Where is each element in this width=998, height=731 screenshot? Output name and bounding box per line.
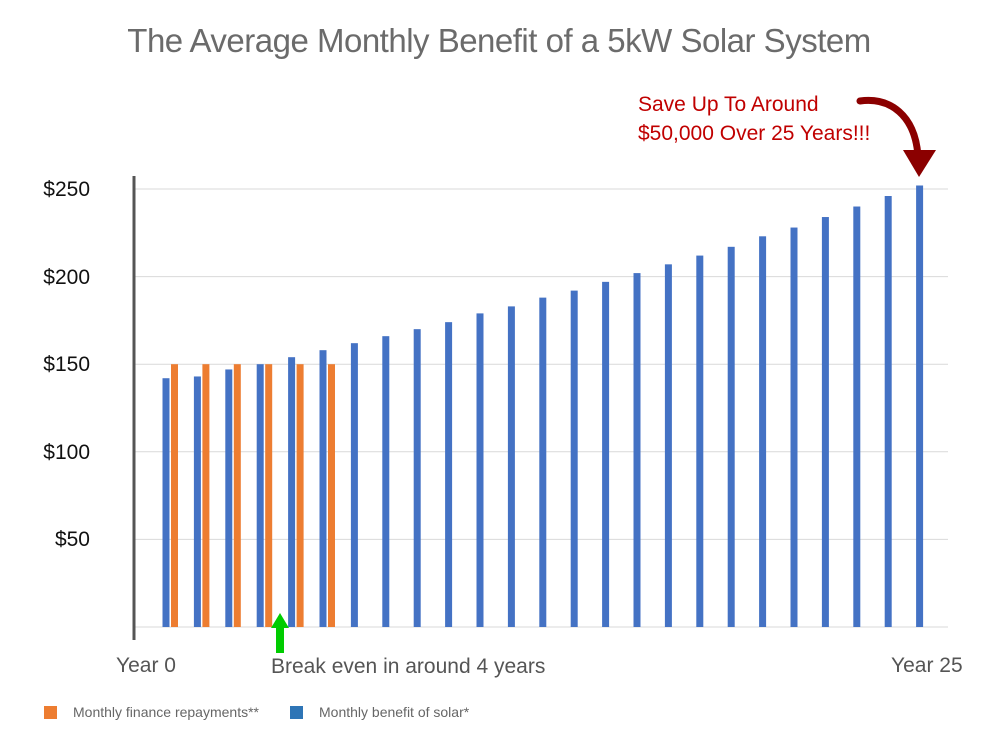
bar-solar-benefit	[664, 264, 672, 627]
bar-finance-repayment	[233, 364, 241, 627]
legend-label-finance: Monthly finance repayments**	[73, 704, 259, 720]
x-start-label: Year 0	[116, 654, 176, 677]
callout-line-2: $50,000 Over 25 Years!!!	[638, 122, 871, 145]
bar-solar-benefit	[382, 336, 390, 627]
break-even-arrow-icon	[271, 613, 289, 653]
legend-swatch-solar	[290, 706, 303, 719]
legend-item-solar: Monthly benefit of solar*	[290, 704, 469, 720]
bar-solar-benefit	[633, 273, 641, 627]
bar-solar-benefit	[853, 206, 861, 627]
bar-finance-repayment	[328, 364, 335, 627]
bar-solar-benefit	[350, 343, 358, 627]
bars	[162, 185, 924, 628]
bar-solar-benefit	[193, 376, 201, 627]
x-end-label: Year 25	[891, 654, 963, 677]
bar-solar-benefit	[225, 369, 233, 627]
callout-line-1: Save Up To Around	[638, 93, 819, 116]
chart-title: The Average Monthly Benefit of a 5kW Sol…	[127, 22, 871, 59]
bar-solar-benefit	[256, 364, 264, 627]
bar-finance-repayment	[171, 364, 178, 627]
bar-solar-benefit	[790, 227, 798, 627]
savings-callout: Save Up To Around $50,000 Over 25 Years!…	[638, 90, 870, 148]
bar-solar-benefit	[319, 350, 327, 627]
bar-finance-repayment	[202, 364, 210, 627]
bar-solar-benefit	[759, 236, 767, 627]
bar-solar-benefit	[884, 196, 892, 627]
y-tick-label: $200	[43, 266, 90, 289]
bar-solar-benefit	[696, 255, 704, 628]
bar-solar-benefit	[445, 322, 453, 627]
y-tick-label: $150	[43, 353, 90, 376]
legend-item-finance: Monthly finance repayments**	[44, 704, 259, 720]
bar-solar-benefit	[476, 313, 484, 627]
bar-finance-repayment	[265, 364, 273, 627]
bar-solar-benefit	[288, 357, 296, 627]
callout-arrow-icon	[856, 96, 936, 177]
legend-label-solar: Monthly benefit of solar*	[319, 704, 470, 720]
y-tick-label: $50	[54, 528, 90, 551]
bar-solar-benefit	[821, 217, 829, 628]
bar-solar-benefit	[539, 297, 547, 627]
legend-swatch-finance	[44, 706, 57, 719]
break-even-label: Break even in around 4 years	[271, 655, 546, 678]
y-tick-label: $250	[43, 178, 90, 201]
bar-solar-benefit	[916, 185, 924, 627]
y-tick-label: $100	[43, 441, 90, 464]
bar-solar-benefit	[413, 329, 421, 627]
bar-solar-benefit	[602, 281, 610, 627]
bar-solar-benefit	[507, 306, 515, 627]
bar-solar-benefit	[570, 290, 578, 627]
bar-solar-benefit	[162, 378, 170, 627]
bar-finance-repayment	[296, 364, 304, 627]
bar-solar-benefit	[727, 246, 735, 628]
